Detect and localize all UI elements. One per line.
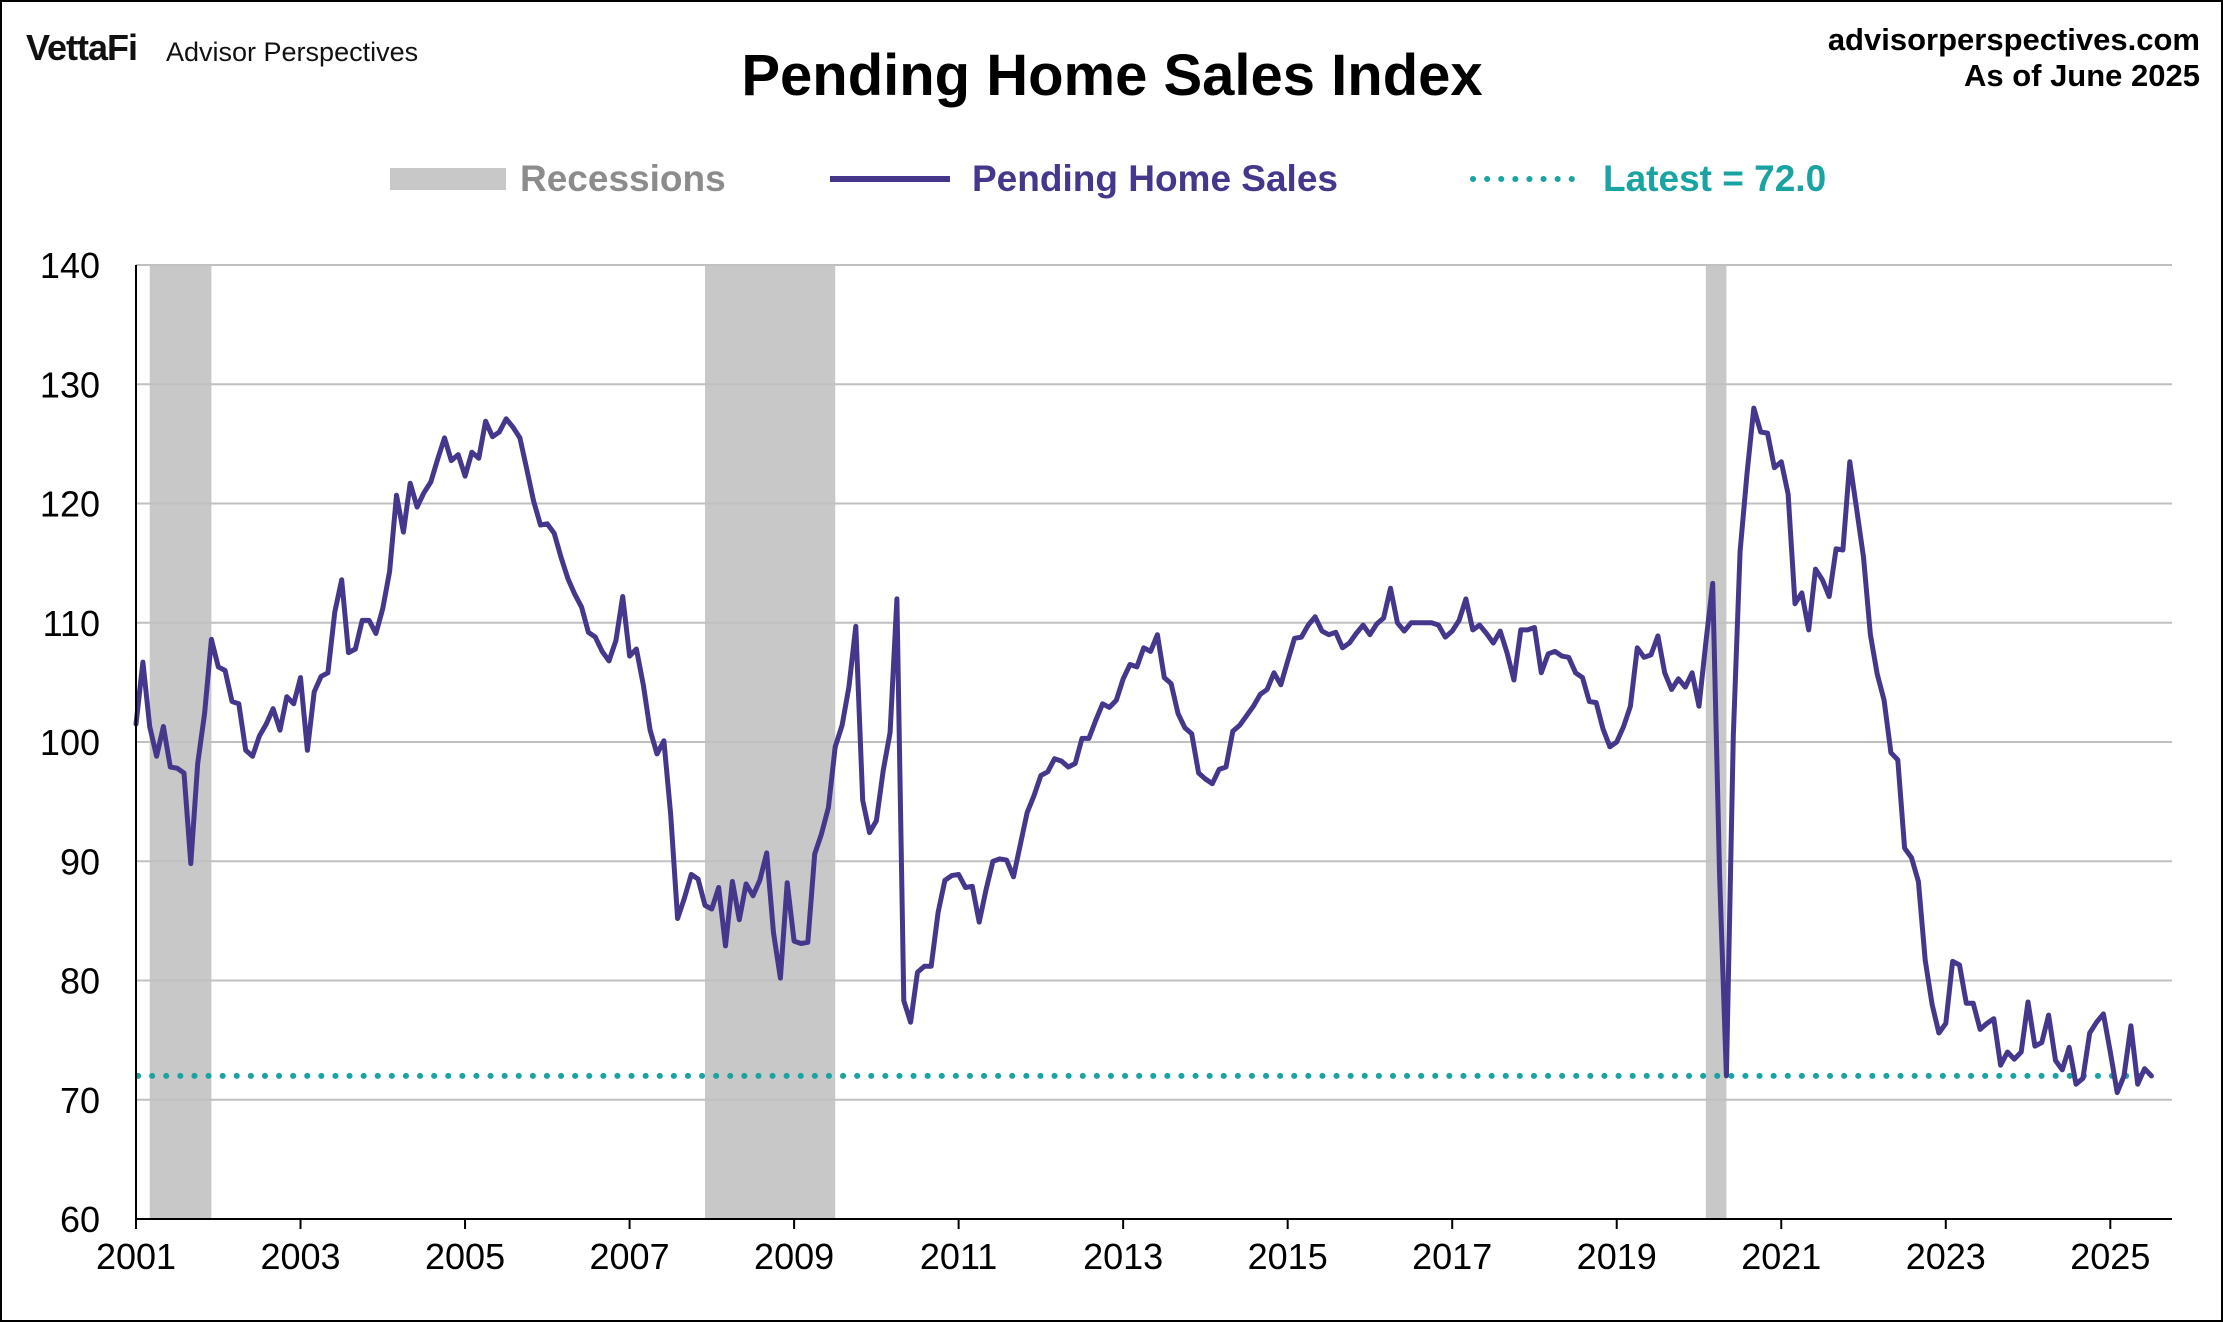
x-tick-label-2017: 2017 <box>1412 1236 1492 1277</box>
x-tick-label-2025: 2025 <box>2070 1236 2150 1277</box>
legend: Recessions Pending Home Sales Latest = 7… <box>390 158 1826 199</box>
x-tick-label-2011: 2011 <box>920 1236 997 1277</box>
y-tick-label-80: 80 <box>60 961 100 1002</box>
y-tick-label-120: 120 <box>40 484 100 525</box>
legend-recession-swatch <box>390 168 506 190</box>
y-tick-label-110: 110 <box>43 603 100 644</box>
series-line-pending-home-sales <box>133 405 2154 1096</box>
x-tick-label-2015: 2015 <box>1248 1236 1328 1277</box>
brand-name: Advisor Perspectives <box>166 37 418 67</box>
as-of-date: As of June 2025 <box>1964 58 2200 93</box>
legend-recessions-label: Recessions <box>520 158 726 199</box>
y-tick-label-130: 130 <box>40 364 100 405</box>
x-axis-ticks: 2001 2003 2005 2007 2009 2011 2013 2015 2017 2019… <box>96 1219 2150 1277</box>
y-tick-label-100: 100 <box>40 722 100 763</box>
x-tick-label-2005: 2005 <box>425 1236 505 1277</box>
legend-series-label: Pending Home Sales <box>972 158 1338 199</box>
x-tick-label-2009: 2009 <box>754 1236 834 1277</box>
y-tick-label-70: 70 <box>60 1080 100 1121</box>
legend-latest-label: Latest = 72.0 <box>1603 158 1826 199</box>
x-tick-label-2023: 2023 <box>1906 1236 1986 1277</box>
y-axis-ticks: 60 70 80 90 100 110 120 130 140 <box>40 245 100 1240</box>
gridlines <box>136 264 2172 1101</box>
y-tick-label-140: 140 <box>40 245 100 286</box>
y-tick-label-60: 60 <box>60 1199 100 1240</box>
x-tick-label-2001: 2001 <box>96 1236 176 1277</box>
x-tick-label-2007: 2007 <box>590 1236 670 1277</box>
x-tick-label-2013: 2013 <box>1083 1236 1163 1277</box>
axes <box>135 265 2172 1220</box>
x-tick-label-2019: 2019 <box>1577 1236 1657 1277</box>
site-url: advisorperspectives.com <box>1828 22 2200 57</box>
brand-logo: VettaFi <box>26 27 137 68</box>
x-tick-label-2021: 2021 <box>1741 1236 1821 1277</box>
x-tick-label-2003: 2003 <box>260 1236 340 1277</box>
chart-title: Pending Home Sales Index <box>741 43 1482 108</box>
series-lines <box>133 405 2154 1096</box>
y-tick-label-90: 90 <box>60 841 100 882</box>
